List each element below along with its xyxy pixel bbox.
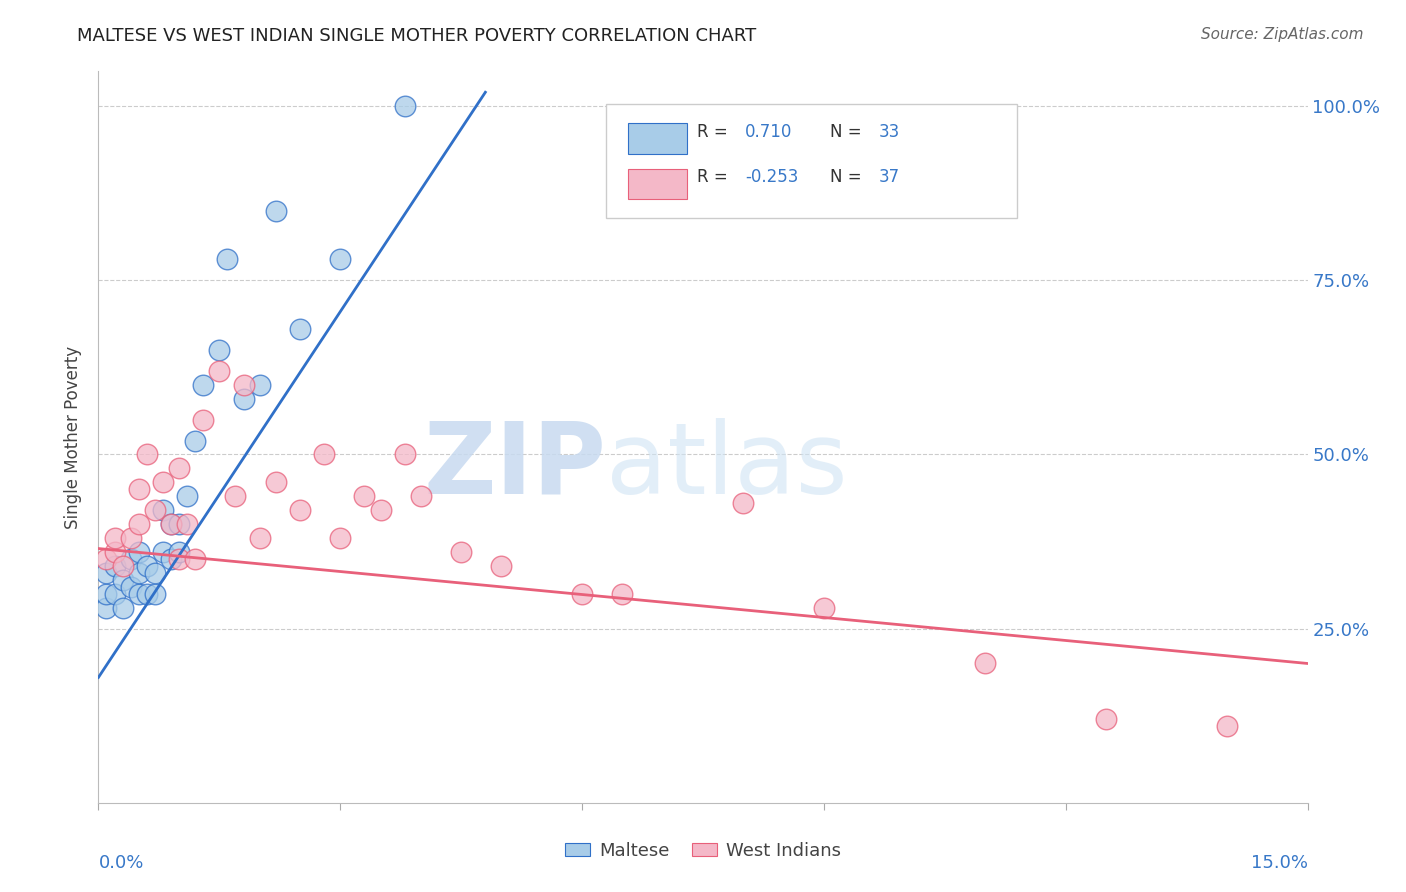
Point xyxy=(120,580,142,594)
Point xyxy=(813,600,835,615)
Point xyxy=(409,489,432,503)
Point xyxy=(96,600,118,615)
Point xyxy=(288,322,311,336)
Text: ZIP: ZIP xyxy=(423,417,606,515)
Point xyxy=(264,475,287,490)
Point xyxy=(491,558,513,573)
Point xyxy=(120,531,142,545)
Point xyxy=(152,545,174,559)
Point xyxy=(167,552,190,566)
Point xyxy=(135,587,157,601)
Text: R =: R = xyxy=(697,169,728,186)
Point xyxy=(167,545,190,559)
Point xyxy=(128,545,150,559)
Point xyxy=(111,573,134,587)
Point xyxy=(160,552,183,566)
Point xyxy=(135,448,157,462)
Point xyxy=(232,392,254,406)
Point xyxy=(128,587,150,601)
Text: 0.0%: 0.0% xyxy=(98,854,143,872)
Point xyxy=(103,558,125,573)
Point xyxy=(353,489,375,503)
Point xyxy=(974,657,997,671)
Point xyxy=(249,377,271,392)
Text: atlas: atlas xyxy=(606,417,848,515)
Point xyxy=(450,545,472,559)
Point xyxy=(96,566,118,580)
Point xyxy=(152,503,174,517)
Text: 33: 33 xyxy=(879,123,900,141)
Point xyxy=(135,558,157,573)
Point xyxy=(571,587,593,601)
Legend: Maltese, West Indians: Maltese, West Indians xyxy=(558,835,848,867)
Point xyxy=(176,489,198,503)
Point xyxy=(160,517,183,532)
FancyBboxPatch shape xyxy=(628,169,688,200)
Point xyxy=(143,503,166,517)
Point xyxy=(152,475,174,490)
Point xyxy=(208,364,231,378)
Point xyxy=(1216,719,1239,733)
Point xyxy=(167,461,190,475)
Point xyxy=(96,587,118,601)
Point xyxy=(394,99,416,113)
Point xyxy=(143,566,166,580)
Text: 15.0%: 15.0% xyxy=(1250,854,1308,872)
Y-axis label: Single Mother Poverty: Single Mother Poverty xyxy=(65,345,83,529)
FancyBboxPatch shape xyxy=(628,123,688,154)
Text: Source: ZipAtlas.com: Source: ZipAtlas.com xyxy=(1201,27,1364,42)
Point xyxy=(224,489,246,503)
Point xyxy=(143,587,166,601)
Point xyxy=(103,531,125,545)
Point xyxy=(217,252,239,267)
Point xyxy=(103,587,125,601)
Text: R =: R = xyxy=(697,123,728,141)
Text: N =: N = xyxy=(830,169,862,186)
Point xyxy=(184,552,207,566)
Point xyxy=(314,448,336,462)
Point xyxy=(612,587,634,601)
Point xyxy=(193,412,215,426)
Text: MALTESE VS WEST INDIAN SINGLE MOTHER POVERTY CORRELATION CHART: MALTESE VS WEST INDIAN SINGLE MOTHER POV… xyxy=(77,27,756,45)
Point xyxy=(733,496,755,510)
Point xyxy=(288,503,311,517)
Point xyxy=(264,203,287,218)
Point xyxy=(394,448,416,462)
Text: -0.253: -0.253 xyxy=(745,169,799,186)
Point xyxy=(128,566,150,580)
Point xyxy=(96,552,118,566)
Point xyxy=(329,531,352,545)
FancyBboxPatch shape xyxy=(606,104,1018,218)
Point xyxy=(1095,712,1118,726)
Point xyxy=(128,483,150,497)
Point xyxy=(176,517,198,532)
Text: 37: 37 xyxy=(879,169,900,186)
Text: N =: N = xyxy=(830,123,862,141)
Point xyxy=(111,558,134,573)
Point xyxy=(111,600,134,615)
Point xyxy=(232,377,254,392)
Point xyxy=(167,517,190,532)
Point xyxy=(193,377,215,392)
Point xyxy=(128,517,150,532)
Point xyxy=(184,434,207,448)
Point xyxy=(329,252,352,267)
Point xyxy=(160,517,183,532)
Point xyxy=(103,545,125,559)
Point xyxy=(208,343,231,357)
Text: 0.710: 0.710 xyxy=(745,123,793,141)
Point xyxy=(120,552,142,566)
Point xyxy=(249,531,271,545)
Point xyxy=(370,503,392,517)
